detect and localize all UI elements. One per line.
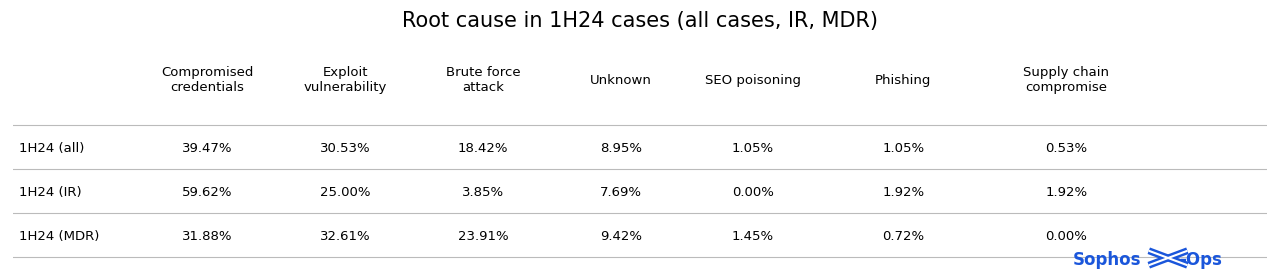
Text: Unknown: Unknown [590,74,652,87]
Text: -Ops: -Ops [1179,251,1222,269]
Text: 18.42%: 18.42% [458,142,508,155]
Text: 3.85%: 3.85% [462,186,504,199]
Text: 39.47%: 39.47% [182,142,233,155]
Text: 1H24 (MDR): 1H24 (MDR) [19,230,100,242]
Text: Brute force
attack: Brute force attack [445,66,521,94]
Text: 0.00%: 0.00% [1046,230,1088,242]
Text: 30.53%: 30.53% [320,142,370,155]
Text: 7.69%: 7.69% [600,186,643,199]
Text: 8.95%: 8.95% [600,142,643,155]
Text: Sophos: Sophos [1073,251,1142,269]
Text: 1.05%: 1.05% [732,142,774,155]
Text: 0.00%: 0.00% [732,186,774,199]
Text: 1.92%: 1.92% [882,186,924,199]
Text: SEO poisoning: SEO poisoning [705,74,801,87]
Text: 23.91%: 23.91% [458,230,508,242]
Text: 1.92%: 1.92% [1046,186,1088,199]
Text: 32.61%: 32.61% [320,230,370,242]
Text: 25.00%: 25.00% [320,186,370,199]
Text: 31.88%: 31.88% [182,230,233,242]
Text: Compromised
credentials: Compromised credentials [161,66,253,94]
Text: Supply chain
compromise: Supply chain compromise [1024,66,1110,94]
Text: 59.62%: 59.62% [182,186,233,199]
Text: Exploit
vulnerability: Exploit vulnerability [303,66,387,94]
Text: 1.45%: 1.45% [732,230,774,242]
Text: 1H24 (IR): 1H24 (IR) [19,186,82,199]
Text: 1H24 (all): 1H24 (all) [19,142,84,155]
Text: Root cause in 1H24 cases (all cases, IR, MDR): Root cause in 1H24 cases (all cases, IR,… [402,11,878,31]
Text: Phishing: Phishing [876,74,932,87]
Text: 0.53%: 0.53% [1046,142,1088,155]
Text: 1.05%: 1.05% [882,142,924,155]
Text: 9.42%: 9.42% [600,230,643,242]
Text: 0.72%: 0.72% [882,230,924,242]
